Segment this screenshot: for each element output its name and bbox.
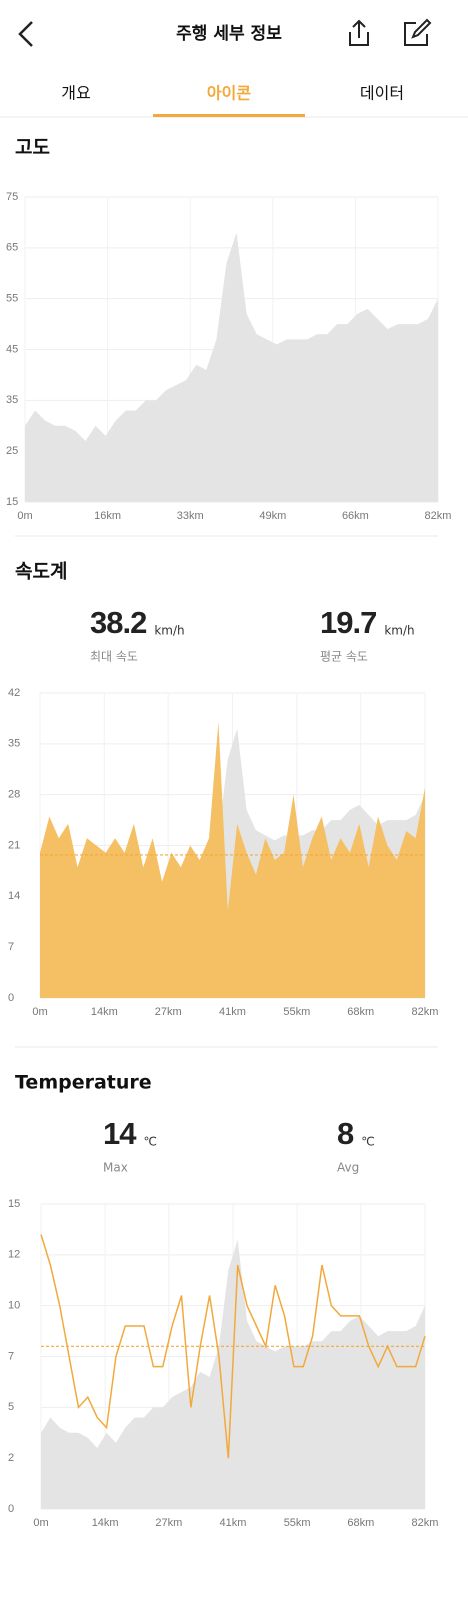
y-tick-label: 0 [8,1503,14,1515]
y-tick-label: 10 [8,1300,20,1312]
x-tick-label: 68km [347,1517,374,1529]
y-tick-label: 2 [8,1452,14,1464]
x-tick-label: 33km [177,510,204,522]
y-tick-label: 35 [8,738,20,750]
y-tick-label: 7 [8,941,14,953]
x-tick-label: 82km [412,1517,439,1529]
y-tick-label: 45 [6,343,18,355]
y-tick-label: 5 [8,1401,14,1413]
x-tick-label: 41km [220,1517,247,1529]
x-tick-label: 41km [219,1006,246,1018]
x-tick-label: 68km [347,1006,374,1018]
edit-button[interactable] [404,18,432,46]
page-title: 주행 세부 정보 [176,24,282,44]
x-tick-label: 16km [94,510,121,522]
area [40,722,425,998]
x-tick-label: 66km [342,510,369,522]
x-tick-label: 14km [91,1006,118,1018]
back-button[interactable] [18,21,33,47]
y-tick-label: 65 [6,242,18,254]
y-tick-label: 15 [6,496,18,508]
y-tick-label: 28 [8,789,20,801]
y-tick-label: 25 [6,445,18,457]
section-title: 속도계 [15,561,67,583]
y-tick-label: 75 [6,191,18,203]
x-tick-label: 82km [412,1006,439,1018]
x-tick-label: 0m [32,1006,47,1018]
x-tick-label: 0m [17,510,32,522]
x-tick-label: 82km [425,510,452,522]
section-title: 고도 [15,137,50,159]
stat-unit: km/h [384,624,414,638]
area [25,232,438,503]
line [40,1234,426,1459]
stat-unit: km/h [154,624,184,638]
stat-unit: ℃ [361,1135,374,1149]
y-tick-label: 7 [8,1350,14,1362]
section-title: Temperature [15,1072,152,1094]
x-tick-label: 27km [155,1517,182,1529]
y-tick-label: 14 [8,890,20,902]
y-tick-label: 21 [8,839,20,851]
x-tick-label: 55km [284,1517,311,1529]
y-tick-label: 35 [6,394,18,406]
x-tick-label: 14km [92,1517,119,1529]
y-tick-label: 12 [8,1249,20,1261]
share-button[interactable] [349,19,369,46]
stat-value: 8 [337,1116,354,1151]
stat-value: 14 [103,1116,137,1151]
stat-value: 38.2 [90,605,146,640]
y-tick-label: 15 [8,1198,20,1210]
stat-unit: ℃ [143,1135,156,1149]
tab-active[interactable]: 아이콘 [207,84,251,103]
y-tick-label: 55 [6,293,18,305]
x-tick-label: 0m [33,1517,48,1529]
stat-value: 19.7 [320,605,376,640]
stat-label: 최대 속도 [90,650,138,664]
x-tick-label: 49km [259,510,286,522]
y-tick-label: 0 [8,992,14,1004]
stat-label: Max [103,1161,128,1175]
stat-label: 평균 속도 [320,650,368,664]
y-tick-label: 42 [8,687,20,699]
tab[interactable]: 개요 [61,84,90,103]
stat-label: Avg [337,1161,359,1175]
tab[interactable]: 데이터 [360,84,404,103]
x-tick-label: 55km [283,1006,310,1018]
tab-indicator [153,114,305,117]
x-tick-label: 27km [155,1006,182,1018]
